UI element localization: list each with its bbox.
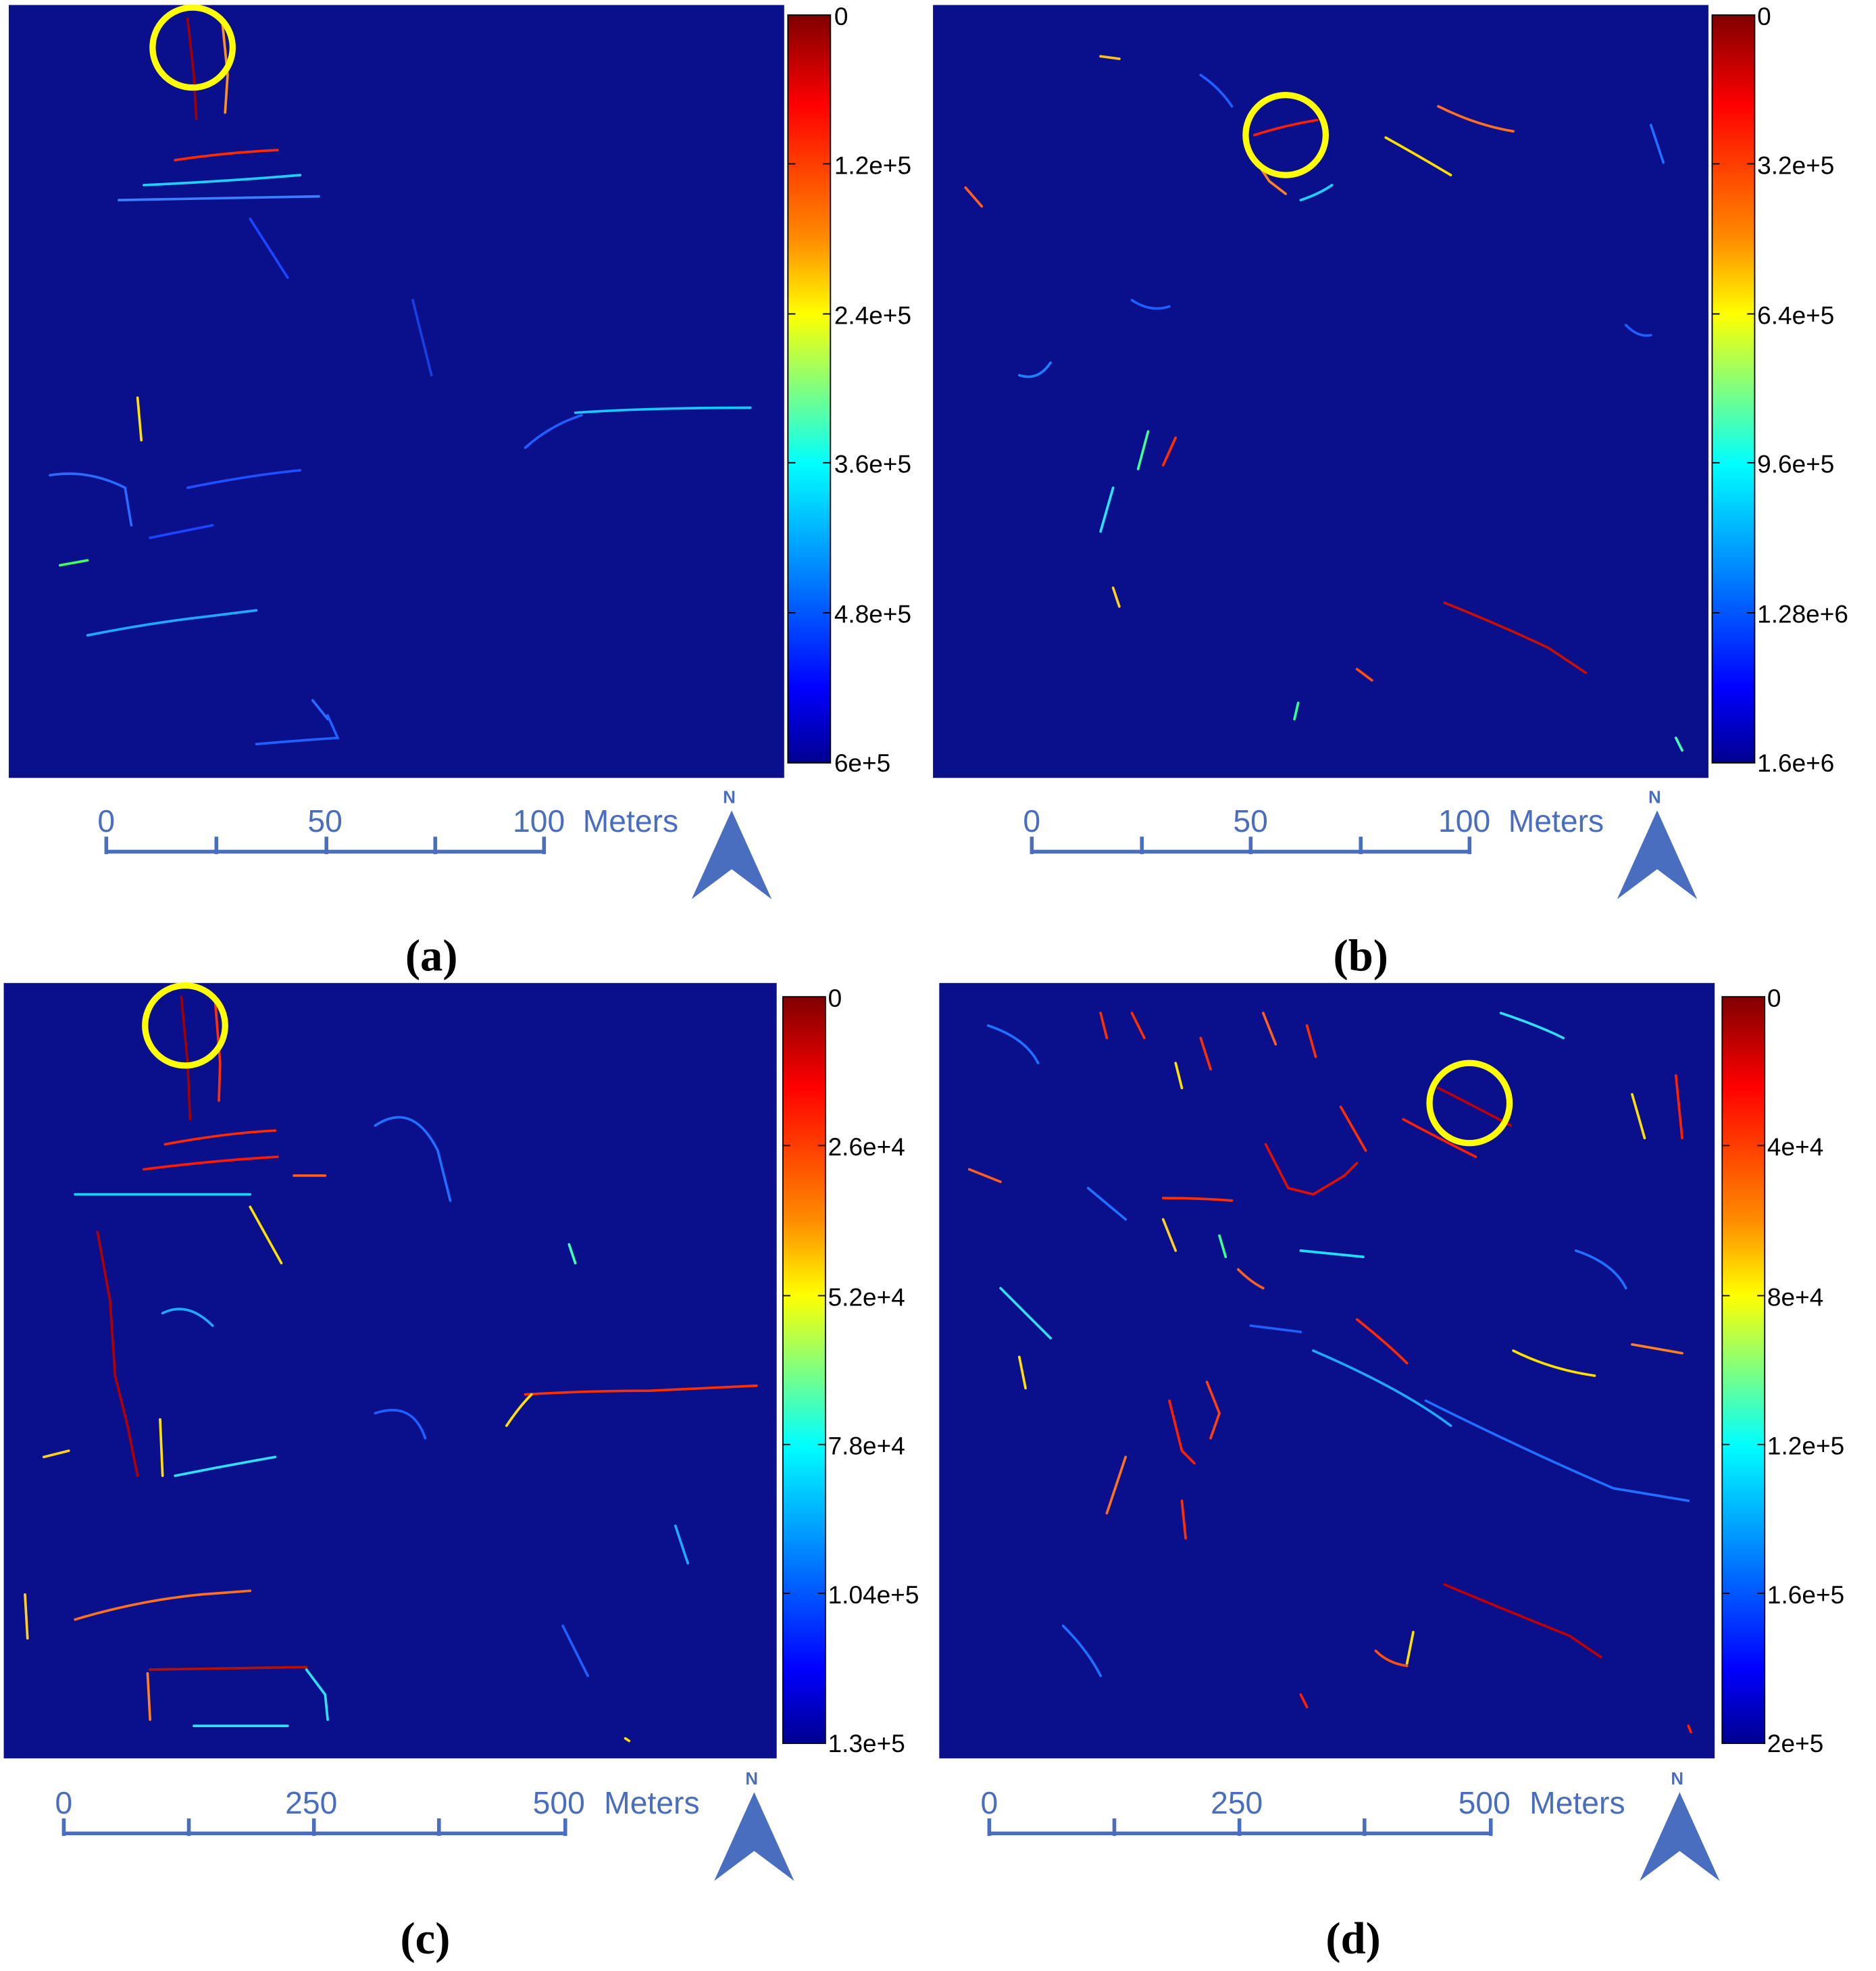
scalebar-d-unit: Meters (1529, 1785, 1625, 1820)
north-arrow-d-label: N (1671, 1770, 1683, 1789)
highlight-circle-c (142, 982, 228, 1069)
north-arrow-a-label: N (723, 788, 736, 807)
panel-a: 0 1.2e+5 2.4e+5 3.6e+5 4.8e+5 6e+5 0 50 … (8, 2, 911, 980)
colorbar-c: 0 2.6e+4 5.2e+4 7.8e+4 1.04e+5 1.3e+5 (782, 984, 919, 1757)
highlight-circle-d (1426, 1059, 1513, 1147)
panel-a-label: (a) (405, 931, 458, 980)
map-b (933, 5, 1708, 778)
north-arrow-a-icon (691, 810, 772, 899)
colorbar-c-label-0: 0 (828, 984, 842, 1012)
north-arrow-b-icon (1617, 810, 1698, 899)
scalebar-c-unit: Meters (604, 1785, 699, 1820)
scalebar-c-label-1: 250 (285, 1785, 337, 1820)
colorbar-b-label-1: 3.2e+5 (1757, 151, 1834, 179)
colorbar-d-label-4: 1.6e+5 (1767, 1580, 1844, 1609)
colorbar-d-label-1: 4e+4 (1767, 1132, 1823, 1161)
edges-c (24, 995, 758, 1743)
colorbar-c-label-4: 1.04e+5 (828, 1580, 919, 1609)
colorbar-a-label-4: 4.8e+5 (834, 600, 911, 628)
north-arrow-a: N (691, 788, 772, 899)
highlight-circle-a (149, 4, 236, 91)
scalebar-b (1030, 837, 1472, 855)
panel-c: 0 2.6e+4 5.2e+4 7.8e+4 1.04e+5 1.3e+5 0 … (3, 982, 919, 1964)
scalebar-d-label-2: 500 (1459, 1785, 1511, 1820)
scalebar-d (987, 1818, 1493, 1837)
scalebar-a (104, 837, 547, 855)
colorbar-c-label-2: 5.2e+4 (828, 1282, 905, 1311)
scalebar-d-label-1: 250 (1211, 1785, 1263, 1820)
north-arrow-b: N (1617, 788, 1698, 899)
map-c (3, 982, 777, 1759)
scalebar-b-label-1: 50 (1233, 803, 1267, 839)
colorbar-c-label-3: 7.8e+4 (828, 1432, 905, 1460)
colorbar-a: 0 1.2e+5 2.4e+5 3.6e+5 4.8e+5 6e+5 (787, 2, 911, 777)
panel-b: 0 3.2e+5 6.4e+5 9.6e+5 1.28e+6 1.6e+6 0 … (933, 2, 1848, 980)
colorbar-a-label-0: 0 (834, 2, 848, 30)
north-arrow-c-icon (714, 1792, 794, 1881)
colorbar-c-label-5: 1.3e+5 (828, 1729, 905, 1757)
scalebar-b-label-0: 0 (1023, 803, 1040, 839)
edges-d (967, 1012, 1692, 1734)
colorbar-a-label-5: 6e+5 (834, 749, 890, 777)
panel-b-label: (b) (1334, 931, 1388, 980)
scalebar-a-label-1: 50 (307, 803, 342, 839)
scalebar-c-label-2: 500 (533, 1785, 585, 1820)
colorbar-d-label-5: 2e+5 (1767, 1729, 1823, 1757)
colorbar-d-label-3: 1.2e+5 (1767, 1432, 1844, 1460)
map-d (939, 982, 1715, 1759)
panel-d-label: (d) (1325, 1914, 1380, 1964)
north-arrow-c-label: N (745, 1770, 758, 1789)
scalebar-b-label-2: 100 (1438, 803, 1490, 839)
colorbar-a-label-3: 3.6e+5 (834, 450, 911, 478)
edges-b (964, 55, 1683, 752)
colorbar-d: 0 4e+4 8e+4 1.2e+5 1.6e+5 2e+5 (1721, 984, 1844, 1757)
panel-c-label: (c) (400, 1914, 450, 1964)
north-arrow-b-label: N (1648, 788, 1661, 807)
colorbar-c-label-1: 2.6e+4 (828, 1132, 905, 1161)
scalebar-d-label-0: 0 (980, 1785, 998, 1820)
edges-a (49, 17, 752, 746)
colorbar-d-label-0: 0 (1767, 984, 1781, 1012)
colorbar-b-label-2: 6.4e+5 (1757, 301, 1834, 329)
scalebar-a-label-0: 0 (97, 803, 115, 839)
north-arrow-d-icon (1640, 1792, 1720, 1881)
colorbar-b-label-4: 1.28e+6 (1757, 600, 1848, 628)
colorbar-b-label-3: 9.6e+5 (1757, 450, 1834, 478)
panel-d: 0 4e+4 8e+4 1.2e+5 1.6e+5 2e+5 0 250 500… (939, 982, 1844, 1964)
scalebar-b-unit: Meters (1509, 803, 1604, 839)
colorbar-a-ticks (788, 163, 831, 614)
scalebar-a-label-2: 100 (513, 803, 565, 839)
scalebar-a-unit: Meters (583, 803, 678, 839)
scalebar-c (61, 1818, 567, 1837)
map-a (8, 5, 784, 778)
colorbar-d-label-2: 8e+4 (1767, 1282, 1823, 1311)
colorbar-b-label-0: 0 (1757, 2, 1771, 30)
scalebar-c-label-0: 0 (55, 1785, 72, 1820)
north-arrow-c: N (714, 1770, 794, 1881)
colorbar-a-label-1: 1.2e+5 (834, 151, 911, 179)
colorbar-a-label-2: 2.4e+5 (834, 301, 911, 329)
highlight-circle-b (1242, 92, 1329, 178)
colorbar-b-label-5: 1.6e+6 (1757, 749, 1834, 777)
colorbar-b: 0 3.2e+5 6.4e+5 9.6e+5 1.28e+6 1.6e+6 (1711, 2, 1848, 777)
north-arrow-d: N (1640, 1770, 1720, 1881)
